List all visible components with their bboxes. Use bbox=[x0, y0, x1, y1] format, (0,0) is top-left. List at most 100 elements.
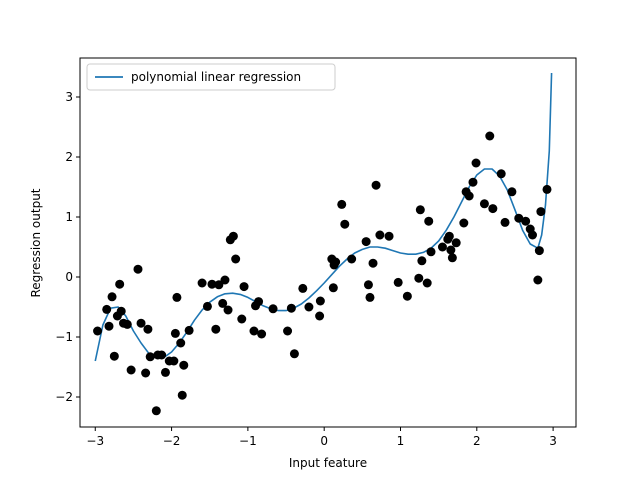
data-point bbox=[249, 326, 259, 336]
data-point bbox=[202, 301, 212, 311]
data-point bbox=[426, 247, 436, 257]
data-point bbox=[328, 283, 338, 293]
data-point bbox=[446, 245, 456, 255]
data-point bbox=[157, 350, 167, 360]
data-point bbox=[268, 304, 278, 314]
data-point bbox=[254, 297, 264, 307]
data-point bbox=[488, 204, 498, 214]
data-point bbox=[257, 329, 267, 339]
x-tick-label: −2 bbox=[163, 434, 181, 448]
data-point bbox=[514, 213, 524, 223]
data-point bbox=[179, 360, 189, 370]
data-point bbox=[283, 326, 293, 336]
plot-background bbox=[80, 58, 576, 427]
data-point bbox=[536, 207, 546, 217]
x-axis-label: Input feature bbox=[289, 456, 367, 470]
data-point bbox=[459, 218, 469, 228]
data-point bbox=[447, 253, 457, 263]
data-point bbox=[315, 311, 325, 321]
data-point bbox=[533, 275, 543, 285]
x-tick-label: −3 bbox=[86, 434, 104, 448]
data-point bbox=[422, 278, 432, 288]
data-point bbox=[298, 283, 308, 293]
data-point bbox=[107, 292, 117, 302]
data-point bbox=[102, 304, 112, 314]
data-point bbox=[141, 368, 151, 378]
series-layer bbox=[93, 72, 553, 416]
data-point bbox=[151, 406, 161, 416]
data-point bbox=[228, 231, 238, 241]
data-point bbox=[218, 298, 228, 308]
x-tick-label: −1 bbox=[239, 434, 257, 448]
data-point bbox=[500, 217, 510, 227]
data-point bbox=[109, 351, 119, 361]
legend-label: polynomial linear regression bbox=[131, 70, 301, 84]
data-point bbox=[170, 328, 180, 338]
data-point bbox=[451, 238, 461, 248]
data-point bbox=[214, 280, 224, 290]
data-point bbox=[340, 219, 350, 229]
data-point bbox=[368, 258, 378, 268]
data-point bbox=[289, 349, 299, 359]
data-point bbox=[331, 257, 341, 267]
data-point bbox=[126, 365, 136, 375]
data-point bbox=[521, 216, 531, 226]
regression-line bbox=[94, 72, 553, 362]
data-point bbox=[169, 356, 179, 366]
data-point bbox=[239, 282, 249, 292]
data-point bbox=[507, 187, 517, 197]
data-point bbox=[542, 184, 552, 194]
data-point bbox=[485, 131, 495, 141]
data-point bbox=[143, 324, 153, 334]
data-point bbox=[220, 275, 230, 285]
data-point bbox=[375, 230, 385, 240]
data-point bbox=[93, 326, 103, 336]
data-point bbox=[424, 216, 434, 226]
data-point bbox=[176, 338, 186, 348]
data-point bbox=[337, 199, 347, 209]
data-point bbox=[211, 324, 221, 334]
data-point bbox=[384, 231, 394, 241]
data-point bbox=[304, 302, 314, 312]
data-point bbox=[177, 390, 187, 400]
y-tick-label: 3 bbox=[65, 90, 73, 104]
x-tick-label: 0 bbox=[320, 434, 328, 448]
x-tick-label: 2 bbox=[473, 434, 481, 448]
data-point bbox=[237, 314, 247, 324]
axes-frame bbox=[79, 57, 577, 428]
data-point bbox=[231, 254, 241, 264]
data-point bbox=[122, 319, 132, 329]
y-tick-label: 2 bbox=[65, 150, 73, 164]
data-point bbox=[528, 230, 537, 240]
data-point bbox=[286, 303, 296, 313]
data-point bbox=[116, 306, 126, 316]
y-tick-label: −1 bbox=[55, 330, 73, 344]
y-tick-label: 0 bbox=[65, 270, 73, 284]
data-point bbox=[444, 231, 454, 241]
data-point bbox=[363, 280, 373, 290]
data-point bbox=[479, 199, 489, 209]
data-point bbox=[160, 367, 170, 377]
y-axis-label: Regression output bbox=[29, 188, 43, 297]
data-point bbox=[104, 321, 114, 331]
data-point bbox=[145, 352, 155, 362]
data-point bbox=[315, 296, 325, 306]
data-point bbox=[207, 279, 217, 289]
data-point bbox=[115, 279, 125, 289]
data-point bbox=[468, 177, 478, 187]
data-point bbox=[133, 264, 143, 274]
plot-area bbox=[80, 58, 576, 427]
legend-box bbox=[86, 63, 336, 91]
data-point bbox=[496, 169, 506, 179]
data-point bbox=[415, 205, 425, 215]
y-tick-label: 1 bbox=[65, 210, 73, 224]
data-point bbox=[136, 318, 146, 328]
data-point bbox=[197, 278, 207, 288]
data-point bbox=[184, 325, 194, 335]
data-point bbox=[402, 291, 412, 301]
data-point bbox=[172, 292, 182, 302]
data-point bbox=[464, 191, 474, 201]
data-point bbox=[361, 237, 371, 247]
x-tick-label: 3 bbox=[549, 434, 557, 448]
